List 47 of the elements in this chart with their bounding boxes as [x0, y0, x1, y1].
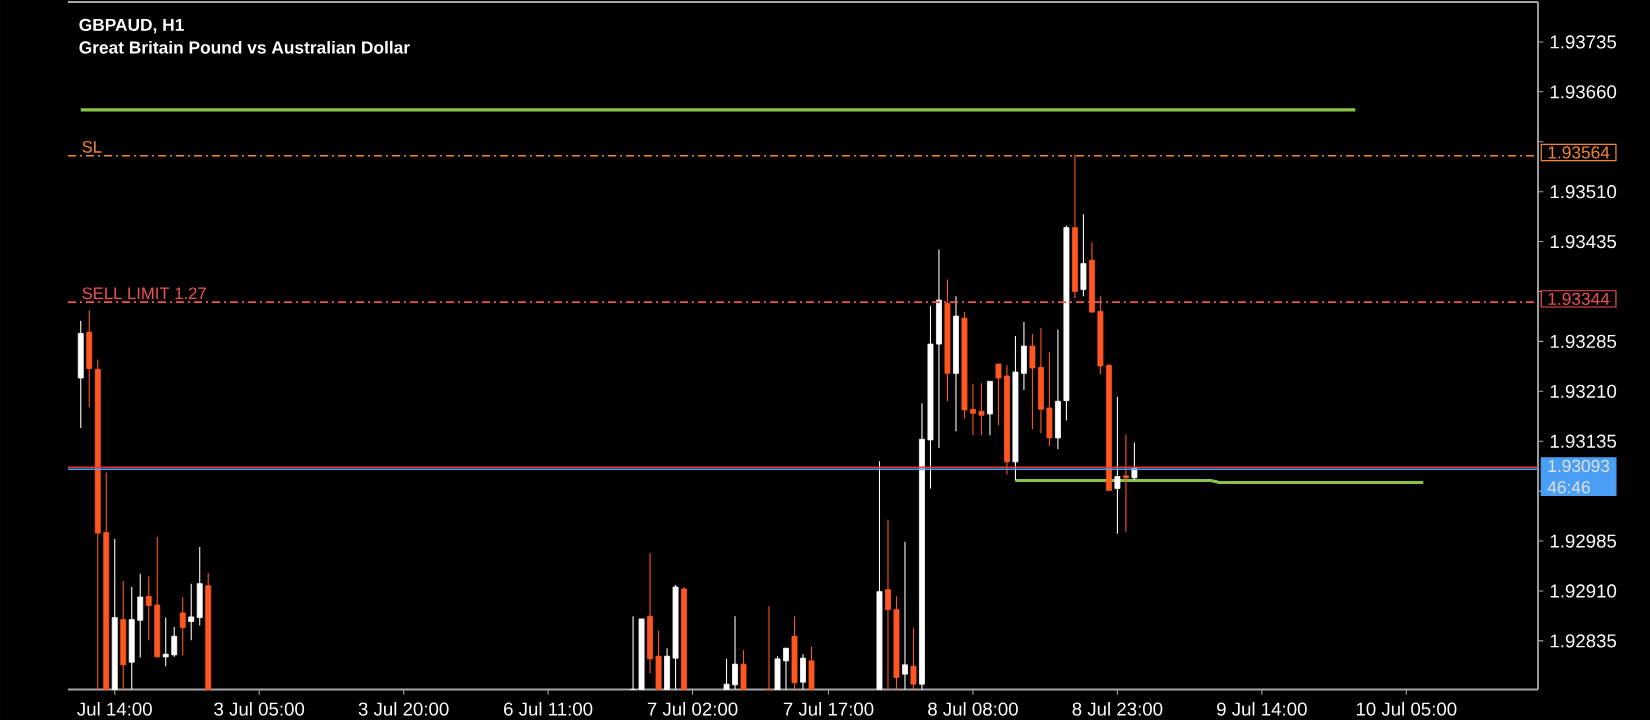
candlestick [732, 615, 738, 691]
candlestick [137, 573, 144, 659]
candlestick [171, 626, 178, 658]
x-tick-label: 6 Jul 11:00 [504, 701, 593, 716]
candlestick [783, 647, 789, 691]
candlestick [723, 658, 730, 691]
candlestick [1029, 333, 1036, 430]
y-tick-label: 1.92910 [1550, 584, 1617, 598]
candlestick [995, 363, 1002, 426]
y-tick-label: 1.93285 [1550, 334, 1617, 349]
text: GBPAUD, H1 [79, 18, 184, 34]
candlestick [970, 383, 976, 436]
x-tick-label: Jul 14:00 [77, 701, 152, 716]
x-tick-label: 7 Jul 17:00 [783, 701, 874, 716]
candlestick [1114, 396, 1121, 535]
candlestick [162, 617, 169, 667]
x-tick-label: 7 Jul 02:00 [647, 701, 738, 716]
y-tick-label: 1.92985 [1550, 534, 1617, 548]
x-tick-label: 8 Jul 23:00 [1072, 701, 1163, 716]
candlestick [800, 653, 806, 691]
text: Great Britain Pound vs Australian Dollar [79, 40, 410, 54]
text: 1.93564 [1548, 146, 1610, 159]
y-tick-label: 1.93735 [1550, 35, 1617, 49]
x-tick-label: 8 Jul 08:00 [928, 701, 1018, 716]
x-tick-label: 9 Jul 14:00 [1217, 701, 1307, 716]
text: 1.93344 [1548, 292, 1610, 306]
candlestick [145, 575, 152, 641]
candlestick [978, 382, 985, 436]
y-tick-label: 1.93435 [1550, 234, 1617, 249]
x-tick-label: 3 Jul 20:00 [358, 701, 449, 716]
candlestick [188, 583, 195, 641]
ref-line-label: SL [82, 141, 102, 153]
candlestick [910, 627, 917, 691]
text: 46:46 [1547, 481, 1590, 494]
ref-line-label: SELL LIMIT 1.27 [82, 287, 206, 300]
candlestick [179, 596, 186, 657]
y-tick-label: 1.93510 [1550, 185, 1617, 199]
x-tick-label: 10 Jul 05:00 [1356, 701, 1457, 716]
y-tick-label: 1.93660 [1550, 85, 1617, 99]
candlestick [885, 519, 891, 691]
candlestick [902, 541, 908, 691]
y-tick-label: 1.92835 [1550, 634, 1617, 648]
y-tick-label: 1.93135 [1550, 434, 1617, 448]
candlestick [1122, 434, 1129, 533]
y-tick-label: 1.93210 [1550, 384, 1617, 398]
text: 1.93093 [1548, 459, 1610, 473]
x-tick-label: 3 Jul 05:00 [214, 701, 305, 716]
